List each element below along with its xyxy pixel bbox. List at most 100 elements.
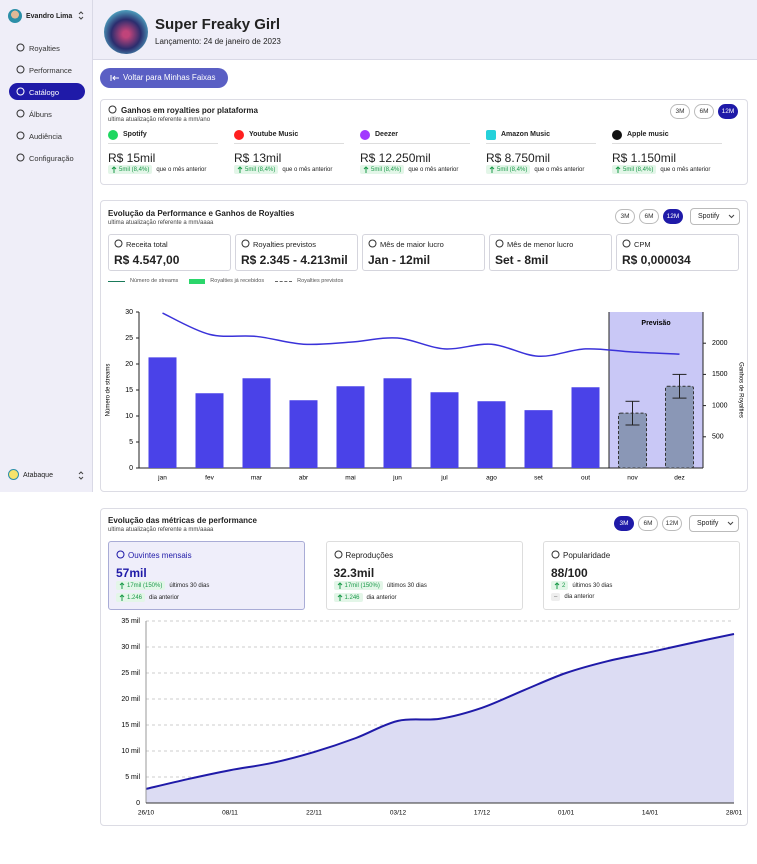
period-button[interactable]: 3M bbox=[615, 209, 635, 224]
period-button[interactable]: 6M bbox=[639, 209, 659, 224]
change-value: 5mil (8,4%) bbox=[497, 166, 528, 173]
metric-icon bbox=[334, 550, 343, 559]
card-subtitle: ultima atualização referente a mm/ano bbox=[108, 117, 211, 123]
kpi-box bbox=[616, 234, 739, 271]
footer-menu bbox=[78, 471, 84, 480]
change-pill: 5mil (8,4%) bbox=[486, 165, 531, 174]
change-value: 2 bbox=[562, 582, 566, 589]
user-menu bbox=[78, 11, 84, 20]
nav-item[interactable]: Royalties bbox=[29, 43, 60, 53]
metric-icon bbox=[551, 550, 560, 559]
card-title: Evolução das métricas de performance bbox=[108, 516, 257, 525]
nav-item[interactable]: Configuração bbox=[29, 153, 74, 163]
platform-icon bbox=[360, 130, 370, 140]
nav-item[interactable]: Catálogo bbox=[29, 87, 60, 97]
kpi-value: Jan - 12mil bbox=[368, 253, 431, 267]
track-title: Super Freaky Girl bbox=[155, 16, 281, 33]
change-pill: – bbox=[551, 593, 561, 601]
trend-arrow bbox=[119, 582, 125, 589]
period-button[interactable]: 3M bbox=[670, 104, 690, 119]
legend-swatch bbox=[189, 278, 206, 284]
dollar-icon bbox=[108, 105, 117, 114]
period-button[interactable]: 12M bbox=[662, 516, 682, 531]
legend: Número de streams Royalties já recebidos R… bbox=[108, 278, 349, 284]
back-label[interactable]: Voltar para Minhas Faixas bbox=[123, 73, 216, 82]
nav-item[interactable]: Álbuns bbox=[29, 109, 52, 119]
change-value: 1.246 bbox=[127, 594, 143, 601]
change-pill: 2 bbox=[551, 581, 569, 590]
metric-value: 57mil bbox=[116, 566, 147, 580]
divider bbox=[360, 143, 470, 144]
filter-dropdown[interactable] bbox=[689, 515, 739, 532]
period-button[interactable]: 6M bbox=[638, 516, 658, 531]
period-button[interactable]: 6M bbox=[694, 104, 714, 119]
metric-label: Popularidade bbox=[563, 550, 611, 560]
kpi-box bbox=[362, 234, 485, 271]
kpi-icon bbox=[368, 239, 377, 248]
change-row: 1.246 dia anterior bbox=[116, 593, 179, 602]
filter-dropdown[interactable] bbox=[690, 208, 740, 225]
platform-icon bbox=[108, 130, 118, 140]
trend-arrow bbox=[554, 582, 560, 589]
footer-name: Atabaque bbox=[23, 472, 53, 479]
kpi-label: Mês de maior lucro bbox=[380, 239, 444, 249]
change-pill: 1.246 bbox=[333, 593, 363, 602]
change-comparison: que o mês anterior bbox=[534, 166, 585, 173]
avatar bbox=[8, 9, 22, 23]
kpi-box bbox=[108, 234, 231, 271]
nav-item[interactable]: Performance bbox=[29, 65, 72, 75]
back-button[interactable] bbox=[100, 68, 228, 88]
kpi-icon bbox=[495, 239, 504, 248]
platform-value: R$ 1.150mil bbox=[612, 151, 677, 165]
metric-value: 32.3mil bbox=[333, 566, 375, 580]
change-pill: 5mil (8,4%) bbox=[234, 165, 279, 174]
kpi-label: Mês de menor lucro bbox=[507, 239, 574, 249]
kpi-icon bbox=[241, 239, 250, 248]
kpi-icon bbox=[114, 239, 123, 248]
change-period: últimos 30 dias bbox=[572, 582, 613, 589]
card-subtitle: ultima atualização referente a mm/aaaa bbox=[108, 527, 214, 533]
trend-arrow bbox=[615, 166, 621, 173]
change-value: 17mil (150%) bbox=[344, 582, 380, 589]
divider bbox=[108, 143, 218, 144]
platform-name: Youtube Music bbox=[249, 131, 299, 138]
platform-value: R$ 13mil bbox=[234, 151, 282, 165]
period-button[interactable]: 12M bbox=[663, 209, 683, 224]
platform-value: R$ 8.750mil bbox=[486, 151, 551, 165]
card-title: Ganhos em royalties por plataforma bbox=[121, 105, 258, 115]
nav-icon bbox=[16, 153, 25, 162]
metric-label: Ouvintes mensais bbox=[128, 550, 192, 560]
nav-icon bbox=[16, 65, 25, 74]
nav-icon bbox=[16, 131, 25, 140]
change-row: 1.246 dia anterior bbox=[333, 593, 397, 602]
kpi-box bbox=[489, 234, 612, 271]
kpi-box bbox=[235, 234, 358, 271]
metric-value: 88/100 bbox=[551, 566, 588, 580]
change-comparison: que o mês anterior bbox=[156, 166, 207, 173]
trend-arrow bbox=[489, 166, 495, 173]
metric-card[interactable] bbox=[543, 541, 740, 610]
platform-name: Deezer bbox=[375, 131, 398, 138]
change-period: últimos 30 dias bbox=[386, 582, 427, 589]
nav-active bbox=[9, 83, 85, 100]
legend-label: Royalties já recebidos bbox=[210, 278, 265, 284]
kpi-icon bbox=[622, 239, 631, 248]
platform-name: Apple music bbox=[627, 131, 669, 138]
legend-swatch bbox=[275, 280, 293, 282]
change-pill: 5mil (8,4%) bbox=[612, 165, 657, 174]
back-arrow bbox=[110, 74, 119, 82]
platform-icon bbox=[486, 130, 496, 140]
change-pill: 17mil (150%) bbox=[333, 581, 383, 590]
kpi-value: R$ 2.345 - 4.213mil bbox=[241, 253, 348, 267]
user-name: Evandro Lima bbox=[26, 12, 73, 20]
trend-arrow bbox=[363, 166, 369, 173]
nav-item[interactable]: Audiência bbox=[29, 131, 62, 141]
period-button[interactable]: 3M bbox=[614, 516, 634, 531]
nav-icon bbox=[16, 109, 25, 118]
dropdown-chevron bbox=[728, 214, 735, 219]
change-value: 1.246 bbox=[344, 594, 360, 601]
period-button[interactable]: 12M bbox=[718, 104, 738, 119]
filter-label: Spotify bbox=[698, 212, 720, 220]
legend-label: Número de streams bbox=[130, 278, 179, 284]
